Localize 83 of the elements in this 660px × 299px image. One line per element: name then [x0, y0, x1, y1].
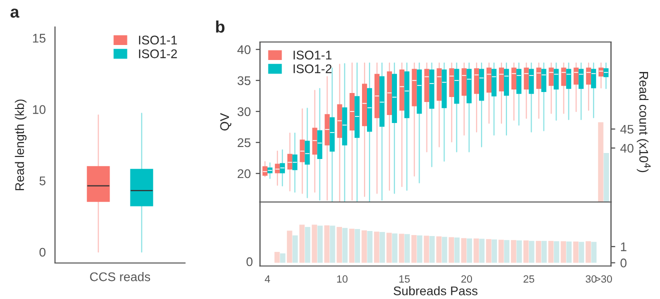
bar: [380, 232, 385, 263]
x-tick-label: >30: [595, 275, 612, 283]
y-tick-label: 0: [40, 248, 46, 257]
bar: [436, 236, 442, 263]
bar: [566, 242, 572, 263]
x-axis-title: Subreads Pass: [394, 286, 478, 296]
bar: [404, 234, 410, 263]
chart-title: b: [216, 20, 224, 33]
bar: [486, 239, 492, 263]
bar: [548, 240, 554, 263]
bar: [424, 236, 430, 263]
x-tick-label: 20: [461, 275, 472, 283]
bar: [304, 226, 310, 263]
bar: [573, 242, 578, 263]
y-tick-label: 20: [238, 169, 250, 178]
bar: [392, 233, 398, 263]
bar: [541, 240, 547, 263]
y2-tick-label: 1: [620, 242, 626, 252]
y-tick-label: 40: [237, 45, 250, 54]
bar: [386, 232, 392, 263]
bar: [523, 240, 529, 263]
bar: [536, 240, 542, 263]
y-tick-label: 30: [238, 107, 250, 116]
bar: [448, 237, 454, 263]
x-tick-label: 10: [337, 275, 348, 283]
legend-label: ISO1-1: [139, 36, 177, 44]
bar: [286, 230, 292, 263]
bar: [479, 238, 485, 263]
x-tick-label: 25: [524, 275, 534, 283]
bar: [336, 226, 342, 263]
bar: [492, 239, 497, 263]
bar: [560, 241, 566, 263]
y-tick-label: 35: [238, 76, 250, 86]
bar: [528, 240, 534, 263]
bar: [591, 242, 597, 263]
bar: [411, 235, 417, 263]
y2-tick-label: 45: [620, 124, 634, 134]
bar: [330, 226, 336, 263]
bar: [292, 235, 298, 263]
y2-tick-label: 0: [620, 258, 626, 268]
bar: [367, 231, 373, 263]
bar: [354, 229, 360, 263]
bar: [312, 224, 318, 263]
bar: [498, 240, 504, 263]
bar: [474, 238, 479, 263]
bar: [466, 238, 472, 263]
x-tick-label: 4: [264, 275, 270, 283]
bar: [442, 236, 448, 263]
bar: [586, 241, 591, 263]
bar: [461, 238, 466, 263]
bar: [342, 228, 348, 263]
legend-label: ISO1-2: [294, 64, 332, 74]
bar: [274, 252, 280, 263]
y-tick-label: 5: [40, 176, 46, 186]
y-tick-label: 10: [33, 105, 46, 114]
y-tick-label: 15: [33, 34, 46, 43]
bar: [454, 237, 460, 263]
y2-axis-title: Read count (x10$^{4}$): [636, 72, 651, 172]
legend-label: ISO1-1: [294, 50, 332, 60]
bar: [374, 232, 380, 263]
bar: [324, 225, 330, 263]
bar: [554, 241, 560, 263]
bar: [349, 228, 354, 263]
bar: [362, 230, 367, 263]
bar: [578, 242, 584, 263]
bar: [516, 240, 522, 263]
chart-title: a: [10, 8, 20, 18]
bar: [317, 226, 323, 263]
bar: [510, 240, 516, 263]
y-axis-title: QV: [220, 113, 232, 130]
y2-tick-label: 40: [620, 144, 634, 153]
bar: [504, 240, 510, 263]
x-tick-label: CCS reads: [90, 272, 150, 282]
x-tick-label: 15: [399, 275, 410, 283]
bar: [280, 253, 286, 263]
y-tick-label: 25: [238, 138, 250, 148]
y-axis-title: Read length (kb): [14, 100, 27, 190]
x-tick-label: 30: [586, 275, 596, 283]
bar: [398, 234, 404, 263]
bar: [299, 224, 305, 263]
bar: [416, 235, 422, 263]
legend-label: ISO1-2: [139, 49, 177, 58]
bar: [429, 236, 435, 263]
